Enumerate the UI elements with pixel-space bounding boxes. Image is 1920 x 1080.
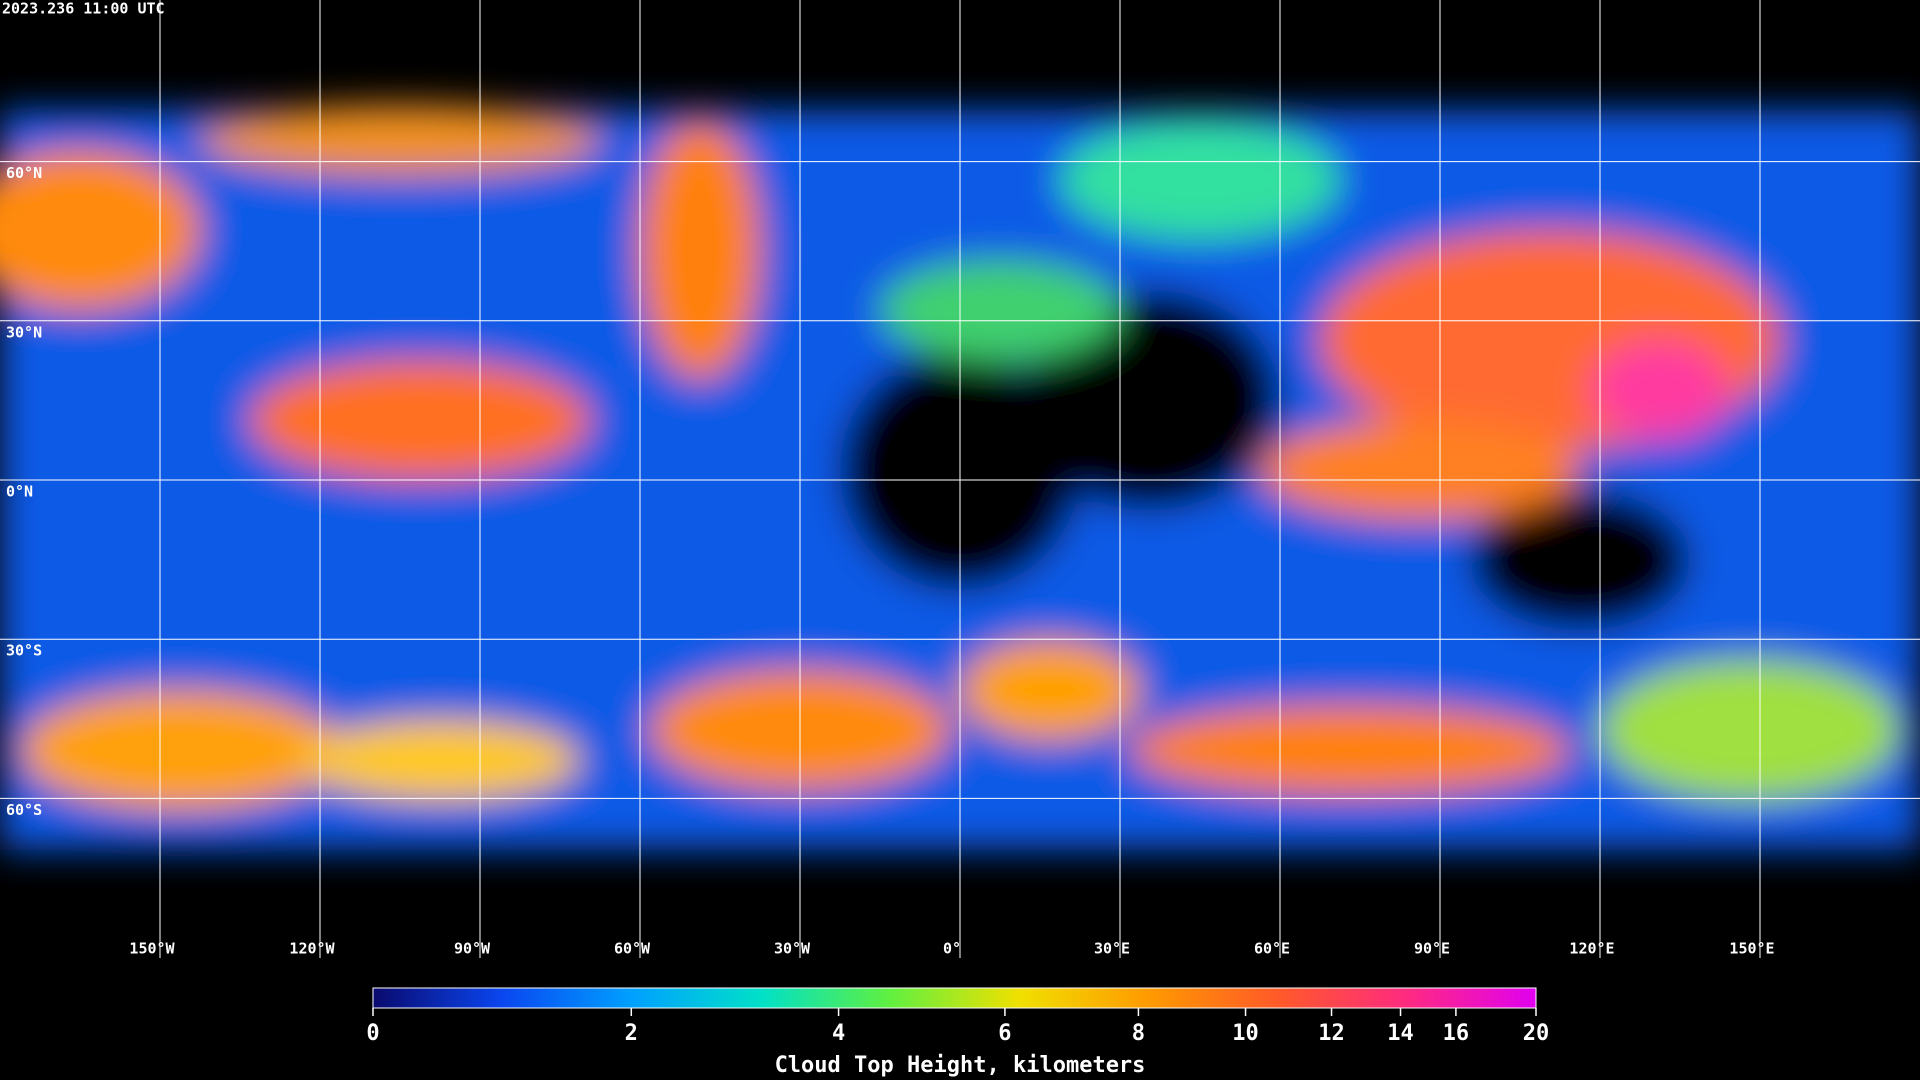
graticule — [0, 0, 1920, 958]
lon-label: 90°E — [1414, 940, 1450, 958]
colorbar-tick-label: 4 — [832, 1021, 845, 1046]
colorbar-ticks: 0 2 4 6 8 10 12 14 16 20 — [366, 1008, 1549, 1046]
lon-label: 30°W — [774, 940, 811, 958]
lon-label: 120°E — [1569, 940, 1614, 958]
graticule-labels: 150°W 120°W 90°W 60°W 30°W 0° 30°E 60°E 90°E 120°… — [6, 164, 1775, 957]
lon-label: 60°E — [1254, 940, 1290, 958]
colorbar-title: Cloud Top Height, kilometers — [775, 1053, 1146, 1078]
colorbar-tick-label: 0 — [366, 1021, 379, 1046]
colorbar-tick-label: 20 — [1523, 1021, 1550, 1046]
lat-label: 60°N — [6, 164, 42, 182]
lon-label: 120°W — [289, 940, 335, 958]
lon-label: 30°E — [1094, 940, 1130, 958]
colorbar-tick-label: 6 — [998, 1021, 1011, 1046]
colorbar-tick-label: 12 — [1318, 1021, 1345, 1046]
colorbar-tick-label: 14 — [1387, 1021, 1414, 1046]
colorbar-tick-label: 8 — [1132, 1021, 1145, 1046]
colorbar-tick-label: 2 — [625, 1021, 638, 1046]
colorbar-tick-label: 10 — [1232, 1021, 1259, 1046]
lat-label: 60°S — [6, 801, 42, 819]
lat-label: 30°S — [6, 642, 42, 660]
lon-label: 150°E — [1729, 940, 1774, 958]
lat-label: 30°N — [6, 323, 42, 341]
colorbar-tick-label: 16 — [1443, 1021, 1470, 1046]
lat-label: 0°N — [6, 483, 33, 501]
lon-label: 0° — [943, 940, 961, 958]
lon-label: 90°W — [454, 940, 491, 958]
timestamp: 2023.236 11:00 UTC — [2, 0, 165, 18]
colorbar — [372, 987, 1537, 1009]
lon-label: 150°W — [129, 940, 175, 958]
lon-label: 60°W — [614, 940, 651, 958]
